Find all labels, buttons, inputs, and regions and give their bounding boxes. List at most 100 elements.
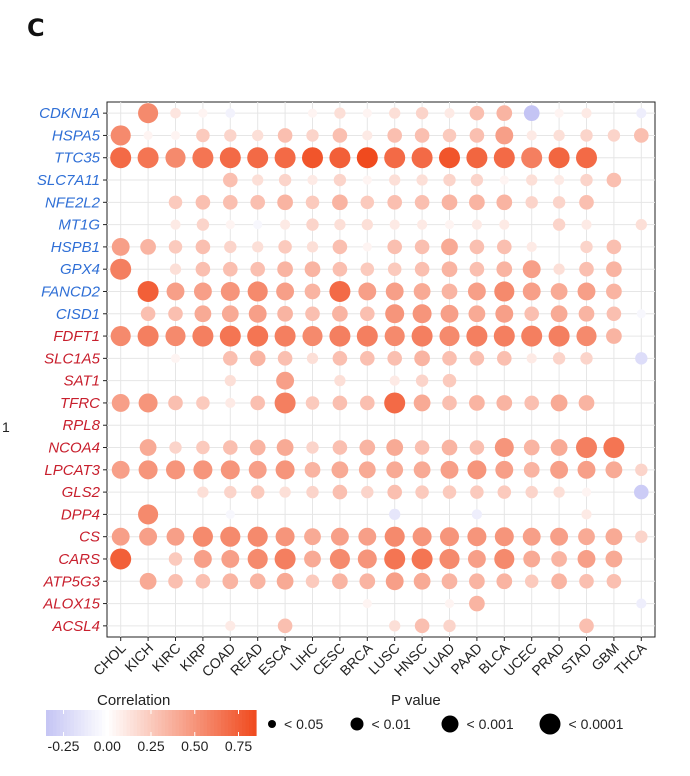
data-point [169, 441, 182, 454]
data-point [332, 239, 348, 255]
data-point [247, 548, 268, 570]
data-point [387, 195, 403, 210]
data-point [411, 325, 433, 347]
data-point [278, 173, 292, 187]
gene-label: FDFT1 [53, 328, 100, 345]
data-point [439, 147, 460, 169]
colorbar-tick-label: 0.50 [181, 738, 208, 754]
data-point [276, 439, 294, 456]
data-point [170, 107, 181, 119]
colorbar-segment [102, 710, 107, 736]
data-point [332, 305, 348, 322]
data-point [466, 325, 488, 347]
data-point [356, 325, 378, 347]
colorbar-segment [228, 710, 233, 736]
data-point [497, 485, 512, 499]
data-point [550, 439, 568, 456]
colorbar-tick-label: -0.25 [48, 738, 80, 754]
data-point [577, 282, 596, 301]
data-point [252, 129, 264, 142]
data-point [606, 172, 622, 188]
data-point [277, 261, 293, 278]
data-point [362, 242, 372, 252]
data-point [250, 261, 265, 277]
data-point [412, 527, 432, 547]
data-point [304, 461, 321, 478]
data-point [579, 195, 594, 210]
data-point [579, 618, 594, 634]
colorbar-segment [231, 710, 236, 736]
data-point [576, 147, 597, 169]
colorbar-tick-label: 0.00 [94, 738, 121, 754]
data-point [221, 305, 239, 323]
data-point [526, 241, 537, 252]
data-point [441, 573, 458, 590]
data-point [467, 550, 486, 568]
data-point [195, 195, 211, 210]
data-point [332, 573, 348, 590]
data-point [329, 147, 351, 169]
data-point [219, 147, 241, 169]
data-point [524, 395, 539, 411]
data-point [497, 351, 512, 366]
data-point [471, 219, 482, 230]
gene-label: CDKN1A [39, 105, 100, 122]
data-point [110, 258, 132, 280]
data-point [522, 527, 541, 546]
data-point [469, 128, 485, 143]
colorbar-segment [242, 710, 247, 736]
colorbar-segment [165, 710, 170, 736]
data-point [389, 174, 401, 186]
colorbar-segment [95, 710, 100, 736]
data-point [329, 325, 351, 347]
data-point [247, 147, 269, 169]
gene-label: GLS2 [62, 484, 101, 501]
data-point [414, 128, 430, 143]
gene-label: RPL8 [62, 417, 100, 434]
colorbar-segment [56, 710, 61, 736]
data-point [580, 129, 593, 142]
colorbar-segment [207, 710, 212, 736]
data-point [526, 353, 537, 364]
data-point [606, 239, 622, 255]
data-point [414, 440, 430, 455]
data-point [496, 395, 513, 411]
data-point [219, 325, 241, 347]
data-point [304, 261, 321, 278]
data-point [223, 195, 238, 210]
data-point [224, 129, 237, 142]
data-point [551, 551, 567, 567]
data-point [444, 220, 455, 230]
data-point [389, 508, 401, 521]
data-point [413, 394, 431, 412]
colorbar-segment [217, 710, 222, 736]
colorbar-segment [91, 710, 96, 736]
data-point [552, 352, 566, 365]
data-point [469, 573, 485, 590]
data-point [221, 550, 240, 568]
data-point [417, 219, 428, 230]
data-point [165, 147, 186, 168]
data-point [576, 326, 597, 347]
data-point [247, 526, 268, 547]
data-point [329, 280, 351, 302]
colorbar-segment [186, 710, 191, 736]
data-point [387, 239, 403, 255]
data-point [441, 283, 458, 300]
data-point [469, 351, 485, 366]
data-point [276, 371, 295, 390]
data-point [225, 509, 235, 519]
data-point [469, 595, 485, 612]
data-point [220, 526, 241, 547]
data-point [224, 240, 237, 254]
colorbar-segment [252, 710, 257, 736]
data-point [225, 397, 236, 409]
data-point [581, 487, 592, 497]
data-point [496, 573, 513, 590]
data-point [387, 262, 402, 276]
data-point [415, 485, 429, 499]
colorbar-segment [130, 710, 135, 736]
data-point [166, 282, 185, 301]
data-point [386, 439, 404, 456]
data-point [415, 374, 429, 387]
